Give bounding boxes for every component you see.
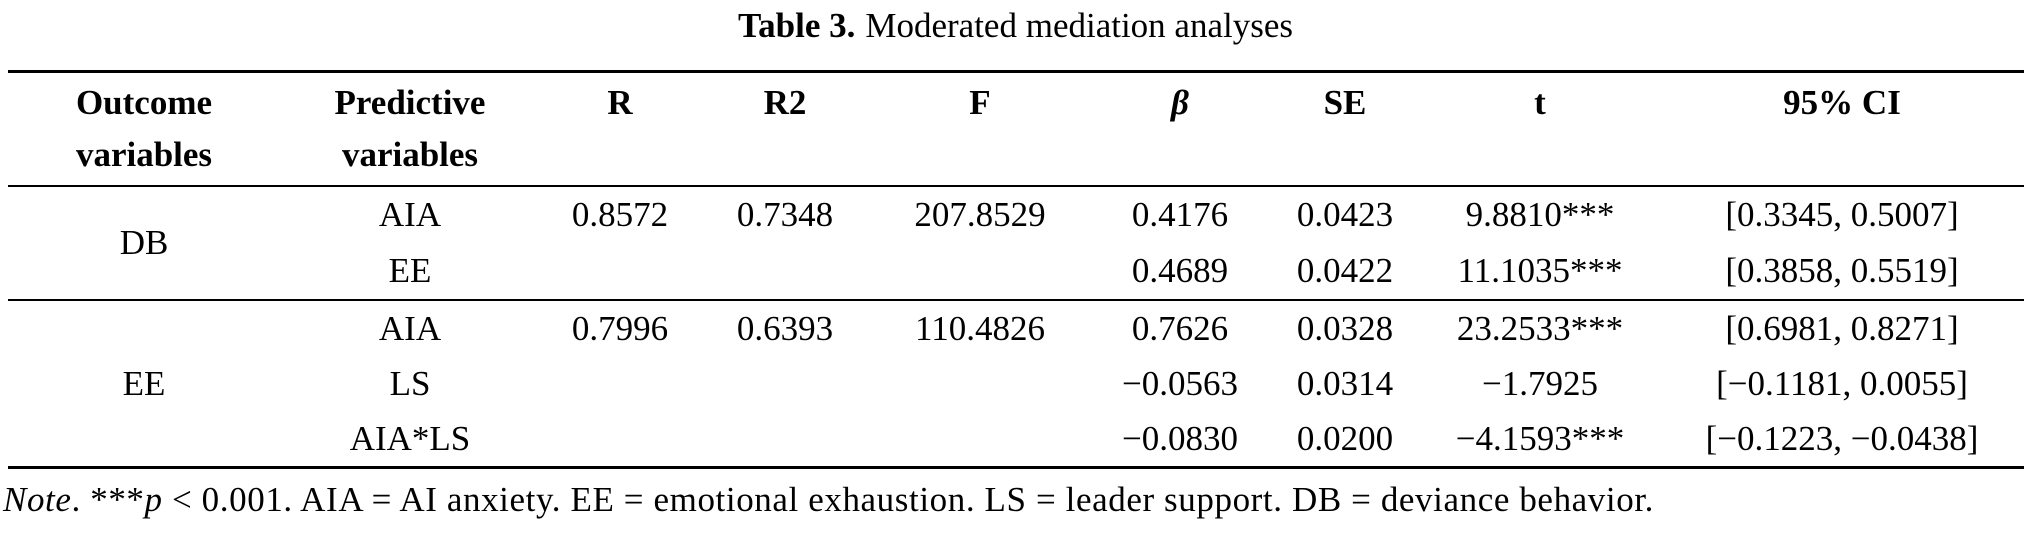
se-cell: 0.0423 bbox=[1296, 195, 1394, 234]
outcome-label-db: DB bbox=[119, 223, 169, 262]
table-caption: Table 3. Moderated mediation analyses bbox=[0, 4, 2031, 48]
header-r: R bbox=[540, 71, 700, 187]
table-row-db-ee: EE 0.4689 0.0422 11.1035*** [0.3858, 0.5… bbox=[8, 243, 2024, 300]
se-cell: 0.0422 bbox=[1296, 251, 1394, 290]
header-r2: R2 bbox=[700, 71, 870, 187]
note-abbreviations: < 0.001. AIA = AI anxiety. EE = emotiona… bbox=[162, 480, 1654, 519]
note-word: Note bbox=[3, 480, 72, 519]
table-row-ee-aia-ls: AIA*LS −0.0830 0.0200 −4.1593*** [−0.122… bbox=[8, 411, 2024, 468]
r-cell bbox=[540, 411, 700, 468]
table-row-db-aia: DB AIA 0.8572 0.7348 207.8529 0.4176 0.0… bbox=[8, 186, 2024, 262]
f-cell bbox=[870, 243, 1090, 300]
t-cell: −4.1593*** bbox=[1455, 419, 1625, 458]
table-caption-number: Table 3. bbox=[738, 6, 856, 45]
se-cell: 0.0314 bbox=[1296, 364, 1394, 403]
predictor-cell: AIA bbox=[280, 299, 540, 356]
f-cell bbox=[870, 411, 1090, 468]
t-cell: 23.2533*** bbox=[1420, 299, 1660, 356]
se-cell: 0.0200 bbox=[1296, 419, 1394, 458]
r2-cell: 0.7348 bbox=[736, 195, 834, 234]
ci-cell: [0.3858, 0.5519] bbox=[1725, 251, 1959, 290]
t-cell: −1.7925 bbox=[1482, 364, 1598, 403]
predictor-cell: AIA bbox=[378, 195, 442, 234]
f-cell: 110.4826 bbox=[870, 299, 1090, 356]
beta-cell: −0.0563 bbox=[1122, 364, 1238, 403]
t-cell: 11.1035*** bbox=[1457, 251, 1623, 290]
table-row-ee-aia: EE AIA 0.7996 0.6393 110.4826 0.7626 0.0… bbox=[8, 299, 2024, 468]
r2-cell: 0.6393 bbox=[700, 299, 870, 356]
table-note: Note. ***p < 0.001. AIA = AI anxiety. EE… bbox=[3, 478, 2029, 522]
se-cell: 0.0328 bbox=[1270, 299, 1420, 356]
predictor-cell: EE bbox=[388, 251, 432, 290]
r-cell: 0.7996 bbox=[540, 299, 700, 356]
f-cell bbox=[870, 356, 1090, 411]
t-cell: 9.8810*** bbox=[1465, 195, 1615, 234]
header-predictive-variables: Predictive variables bbox=[280, 71, 540, 187]
header-95ci: 95% CI bbox=[1660, 71, 2024, 187]
f-cell: 207.8529 bbox=[914, 195, 1046, 234]
ci-cell: [−0.1223, −0.0438] bbox=[1705, 419, 1979, 458]
table-row-ee-ls: LS −0.0563 0.0314 −1.7925 [−0.1181, 0.00… bbox=[8, 356, 2024, 411]
ci-cell: [0.3345, 0.5007] bbox=[1725, 195, 1959, 234]
beta-cell: −0.0830 bbox=[1122, 419, 1238, 458]
header-row: Outcome variables Predictive variables R… bbox=[8, 71, 2024, 187]
header-beta: β bbox=[1090, 71, 1270, 187]
r2-cell bbox=[700, 411, 870, 468]
header-outcome-variables: Outcome variables bbox=[8, 71, 280, 187]
note-significance: . *** bbox=[71, 480, 145, 519]
beta-cell: 0.7626 bbox=[1090, 299, 1270, 356]
r2-cell bbox=[700, 356, 870, 411]
outcome-label-ee: EE bbox=[8, 299, 280, 468]
r2-cell bbox=[700, 243, 870, 300]
ci-cell: [−0.1181, 0.0055] bbox=[1716, 364, 1968, 403]
beta-cell: 0.4689 bbox=[1131, 251, 1229, 290]
mediation-table: Outcome variables Predictive variables R… bbox=[8, 70, 2024, 469]
header-t: t bbox=[1420, 71, 1660, 187]
header-f: F bbox=[870, 71, 1090, 187]
r-cell: 0.8572 bbox=[571, 195, 669, 234]
note-p-symbol: p bbox=[144, 480, 163, 519]
table-caption-text: Moderated mediation analyses bbox=[865, 6, 1293, 45]
beta-cell: 0.4176 bbox=[1131, 195, 1229, 234]
ci-cell: [0.6981, 0.8271] bbox=[1660, 299, 2024, 356]
header-se: SE bbox=[1270, 71, 1420, 187]
predictor-cell: LS bbox=[389, 364, 431, 403]
predictor-cell: AIA*LS bbox=[349, 419, 471, 458]
r-cell bbox=[540, 356, 700, 411]
r-cell bbox=[540, 243, 700, 300]
